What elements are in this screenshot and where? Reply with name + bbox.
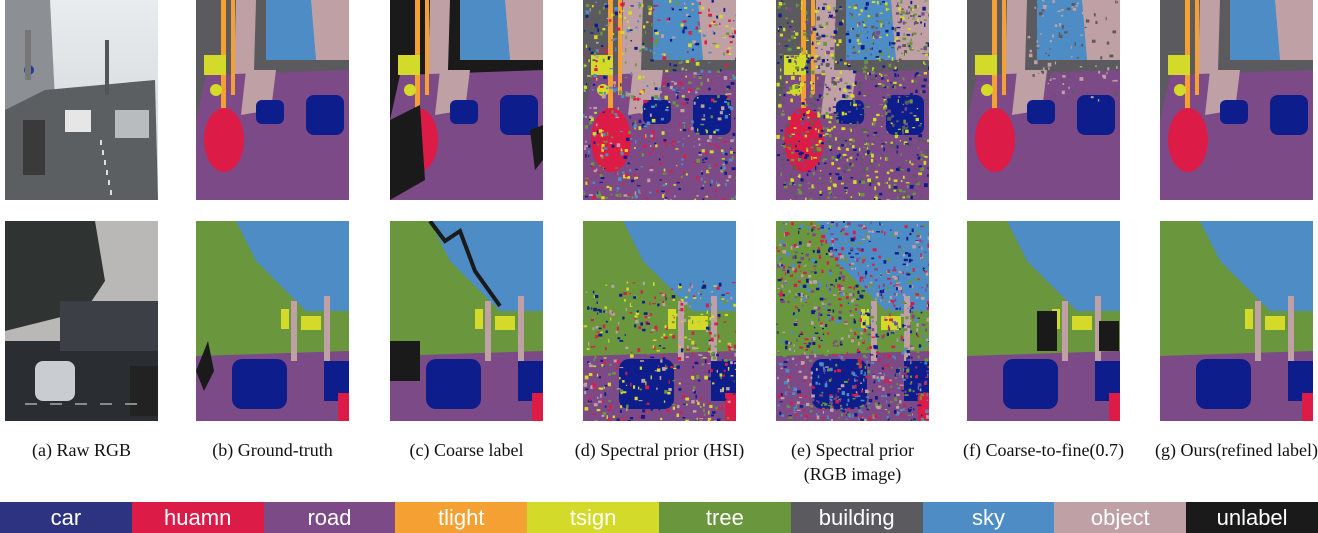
segmentation-image	[967, 0, 1120, 200]
panel-raw-rgb-row2	[5, 221, 158, 421]
segmentation-image	[196, 0, 349, 200]
legend-item-tsign: tsign	[527, 502, 659, 533]
segmentation-image	[196, 221, 349, 421]
legend-item-huamn: huamn	[131, 502, 264, 533]
panel-coarse-label-row1	[390, 0, 543, 200]
segmentation-image	[5, 0, 158, 200]
caption-ground-truth: (b) Ground-truth	[212, 440, 333, 460]
panel-raw-rgb-row1	[5, 0, 158, 200]
panel-spectral-prior-rgb-row1	[776, 0, 929, 200]
segmentation-image	[390, 0, 543, 200]
panel-ground-truth-row1	[196, 0, 349, 200]
panel-spectral-prior-hsi-row2	[583, 221, 736, 421]
panel-spectral-prior-hsi-row1	[583, 0, 736, 200]
class-legend: car huamn road tlight tsign tree building sky ob…	[0, 502, 1318, 533]
panel-ours-refined-row1	[1160, 0, 1313, 200]
legend-item-road: road	[263, 502, 396, 533]
segmentation-image	[583, 0, 736, 200]
segmentation-image	[583, 221, 736, 421]
caption-coarse-to-fine: (f) Coarse-to-fine(0.7)	[963, 440, 1124, 460]
segmentation-image	[776, 0, 929, 200]
segmentation-image	[967, 221, 1120, 421]
panel-spectral-prior-rgb-row2	[776, 221, 929, 421]
panel-ground-truth-row2	[196, 221, 349, 421]
legend-item-unlabel: unlabel	[1186, 502, 1318, 533]
legend-item-car: car	[0, 502, 132, 533]
segmentation-image	[1160, 221, 1313, 421]
panel-coarse-to-fine-row2	[967, 221, 1120, 421]
segmentation-image	[1160, 0, 1313, 200]
caption-spectral-prior-hsi: (d) Spectral prior (HSI)	[574, 440, 745, 460]
legend-item-building: building	[790, 502, 923, 533]
panel-coarse-label-row2	[390, 221, 543, 421]
panel-ours-refined-row2	[1160, 221, 1313, 421]
panel-coarse-to-fine-row1	[967, 0, 1120, 200]
legend-item-tree: tree	[658, 502, 791, 533]
legend-item-tlight: tlight	[395, 502, 528, 533]
legend-item-sky: sky	[922, 502, 1055, 533]
legend-item-object: object	[1054, 502, 1187, 533]
caption-coarse-label: (c) Coarse label	[409, 440, 524, 460]
segmentation-image	[5, 221, 158, 421]
segmentation-image	[390, 221, 543, 421]
caption-raw-rgb: (a) Raw RGB	[32, 440, 131, 460]
caption-spectral-prior-rgb: (e) Spectral prior (RGB image)	[791, 440, 914, 484]
segmentation-image	[776, 221, 929, 421]
figure-grid	[5, 0, 1313, 421]
caption-ours-refined: (g) Ours(refined label)	[1155, 440, 1318, 460]
